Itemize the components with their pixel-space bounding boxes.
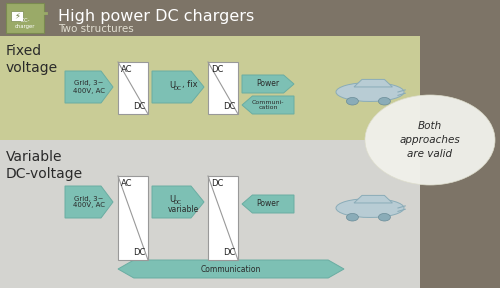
Text: DC: DC bbox=[174, 200, 182, 206]
Text: DC: DC bbox=[132, 248, 145, 257]
Bar bbox=[118, 176, 148, 260]
Ellipse shape bbox=[378, 213, 390, 221]
Polygon shape bbox=[65, 186, 113, 218]
Text: DC: DC bbox=[132, 102, 145, 111]
Text: ⚡: ⚡ bbox=[14, 12, 20, 20]
Bar bbox=[11, 11, 23, 21]
Bar bbox=[0, 140, 420, 288]
Text: Grid, 3~
400V, AC: Grid, 3~ 400V, AC bbox=[73, 196, 105, 209]
Polygon shape bbox=[152, 71, 204, 103]
Polygon shape bbox=[118, 260, 344, 278]
Text: High power DC chargers: High power DC chargers bbox=[58, 10, 254, 24]
Text: DC: DC bbox=[211, 179, 224, 188]
Bar bbox=[208, 62, 238, 114]
Text: U: U bbox=[169, 81, 175, 90]
Bar bbox=[208, 176, 238, 260]
Bar bbox=[6, 3, 44, 33]
Text: Variable
DC-voltage: Variable DC-voltage bbox=[6, 150, 83, 181]
Text: Grid, 3~
400V, AC: Grid, 3~ 400V, AC bbox=[73, 81, 105, 94]
Bar bbox=[118, 62, 148, 114]
Bar bbox=[0, 0, 500, 36]
Polygon shape bbox=[354, 79, 393, 87]
Ellipse shape bbox=[365, 95, 495, 185]
Polygon shape bbox=[354, 195, 393, 203]
Text: Power: Power bbox=[256, 200, 280, 209]
Polygon shape bbox=[242, 96, 294, 114]
Polygon shape bbox=[152, 186, 204, 218]
Ellipse shape bbox=[346, 213, 358, 221]
Ellipse shape bbox=[346, 97, 358, 105]
Text: DC: DC bbox=[222, 102, 235, 111]
Text: AC: AC bbox=[121, 179, 132, 188]
Text: Fixed
voltage: Fixed voltage bbox=[6, 44, 58, 75]
Text: , fix: , fix bbox=[182, 81, 198, 90]
Text: Communication: Communication bbox=[201, 264, 261, 274]
Text: Both
approaches
are valid: Both approaches are valid bbox=[400, 121, 460, 159]
Ellipse shape bbox=[336, 83, 404, 101]
Ellipse shape bbox=[336, 198, 404, 217]
Text: AC: AC bbox=[121, 65, 132, 74]
Text: Power: Power bbox=[256, 79, 280, 88]
Text: variable: variable bbox=[168, 204, 199, 213]
Ellipse shape bbox=[378, 97, 390, 105]
Polygon shape bbox=[242, 195, 294, 213]
Text: DC: DC bbox=[211, 65, 224, 74]
Text: DC: DC bbox=[174, 86, 182, 90]
Text: DC-
charger: DC- charger bbox=[15, 18, 35, 29]
Polygon shape bbox=[65, 71, 113, 103]
Polygon shape bbox=[242, 75, 294, 93]
Text: DC: DC bbox=[222, 248, 235, 257]
Bar bbox=[0, 36, 420, 140]
Text: Communi-
cation: Communi- cation bbox=[252, 100, 284, 110]
Text: Two structures: Two structures bbox=[58, 24, 134, 34]
Text: U: U bbox=[169, 196, 175, 204]
